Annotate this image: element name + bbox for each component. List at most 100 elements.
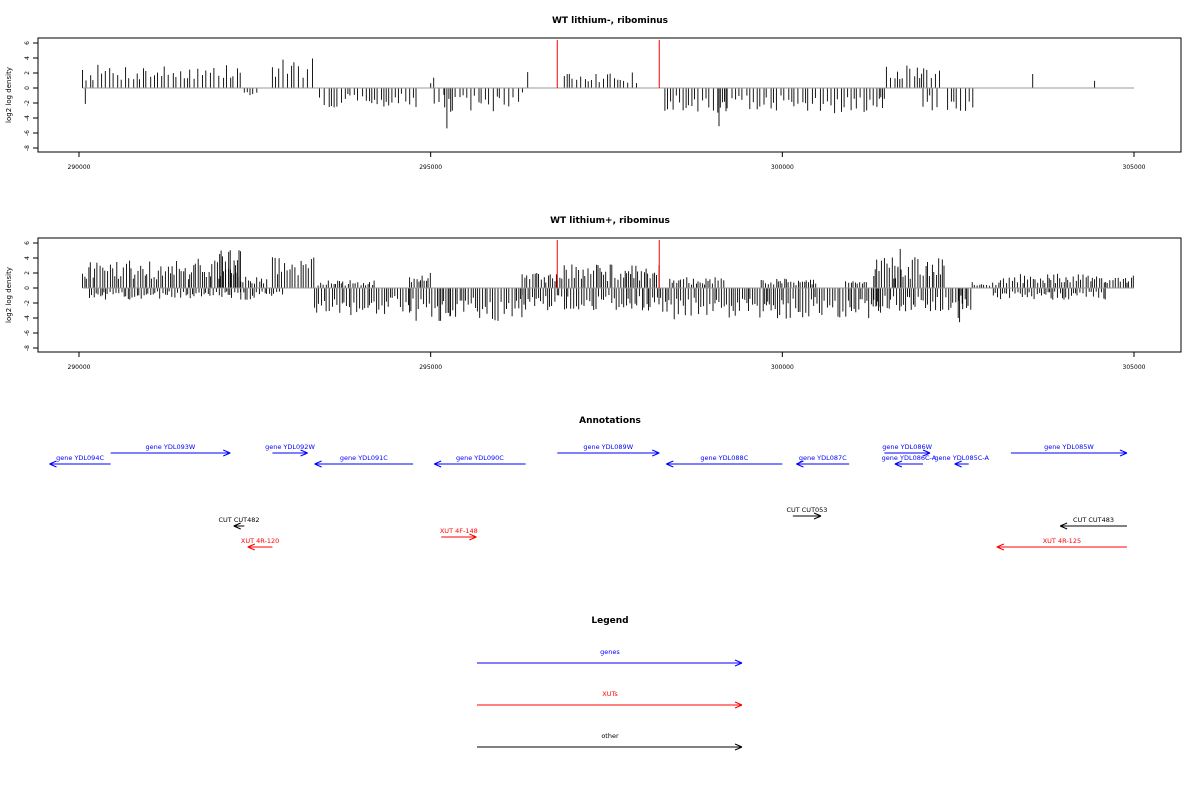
feature-arrow-head [223, 449, 231, 454]
annotation-feature: XUT 4R-120 [241, 537, 279, 551]
feature-arrow-head [922, 449, 931, 454]
y-tick-label: -6 [24, 130, 31, 136]
feature-arrow-head [996, 543, 1005, 548]
annotation-feature: gene YDL088C [666, 454, 783, 468]
y-tick-label: 2 [24, 71, 31, 75]
annotation-feature: XUT 4R-125 [996, 537, 1127, 551]
x-tick-label: 295000 [419, 364, 442, 371]
annotation-feature: gene YDL093W [110, 443, 231, 457]
legend-label: genes [600, 648, 620, 656]
feature-arrow-head [433, 463, 442, 468]
annotation-feature: gene YDL089W [557, 443, 660, 457]
feature-arrow-head [652, 452, 660, 457]
feature-arrow-head [996, 546, 1005, 551]
plot-frame [37, 37, 1182, 153]
x-tick-label: 305000 [1123, 164, 1146, 171]
feature-arrow-head [1059, 525, 1068, 530]
feature-label: XUT 4R-125 [1043, 537, 1081, 545]
panel-title: WT lithium-, ribominus [552, 16, 668, 26]
feature-arrow-head [796, 463, 804, 468]
feature-arrow-head [233, 525, 241, 530]
feature-arrow-head [666, 460, 674, 465]
feature-label: gene YDL090C [456, 454, 504, 462]
annotation-feature: gene YDL090C [433, 454, 526, 468]
feature-arrow-head [49, 460, 57, 465]
feature-arrow-head [954, 463, 962, 468]
x-tick-label: 300000 [771, 364, 794, 371]
legend-entry: XUTs [477, 690, 743, 709]
legend-arrow-head [734, 746, 743, 751]
x-tick-label: 290000 [68, 364, 91, 371]
x-tick-label: 290000 [68, 164, 91, 171]
y-tick-label: -4 [24, 315, 31, 321]
y-tick-label: 4 [24, 256, 31, 260]
y-tick-label: -8 [24, 145, 31, 151]
y-tick-label: 0 [24, 286, 31, 290]
feature-label: CUT CUT483 [1073, 516, 1114, 524]
annotation-features: gene YDL094C gene YDL093W gene YDL092W gene… [49, 443, 1128, 551]
feature-label: XUT 4R-120 [241, 537, 279, 545]
y-axis: 6 4 2 0 -2 -4 -6 -8 [24, 41, 39, 151]
feature-arrow-head [469, 536, 477, 541]
feature-arrow-head [1059, 522, 1068, 527]
feature-label: XUT 4F-148 [440, 527, 478, 535]
legend-arrow-head [734, 704, 743, 709]
feature-arrow-head [433, 460, 442, 465]
feature-label: gene YDL092W [265, 443, 315, 451]
density-bars [82, 248, 1134, 323]
annotations-title: Annotations [579, 416, 641, 426]
x-axis: 290000 295000 300000 305000 [68, 351, 1146, 371]
annotation-feature: CUT CUT053 [786, 506, 827, 520]
y-axis: 6 4 2 0 -2 -4 -6 -8 [24, 241, 39, 351]
y-tick-label: 0 [24, 86, 31, 90]
legend-arrow-head [734, 662, 743, 667]
feature-arrow-head [652, 449, 660, 454]
feature-label: gene YDL085C-A [934, 454, 989, 462]
y-axis-label: log2 log density [5, 267, 13, 323]
feature-label: gene YDL091C [340, 454, 388, 462]
legend-arrow-head [734, 743, 743, 748]
feature-arrow-head [247, 543, 255, 548]
x-tick-label: 305000 [1123, 364, 1146, 371]
marker-lines [556, 40, 660, 88]
feature-arrow-head [1119, 452, 1128, 457]
feature-arrow-head [49, 463, 57, 468]
feature-arrow-head [314, 463, 322, 468]
feature-arrow-head [666, 463, 674, 468]
feature-arrow-head [813, 512, 822, 517]
legend-label: other [601, 732, 619, 740]
annotation-feature: gene YDL091C [314, 454, 414, 468]
y-tick-label: 4 [24, 56, 31, 60]
feature-label: gene YDL089W [583, 443, 633, 451]
y-tick-label: -8 [24, 345, 31, 351]
feature-label: gene YDL094C [56, 454, 104, 462]
feature-label: CUT CUT053 [786, 506, 827, 514]
annotation-feature: gene YDL094C [49, 454, 111, 468]
annotation-feature: gene YDL085C-A [934, 454, 989, 468]
annotation-feature: XUT 4F-148 [440, 527, 478, 541]
annotation-feature: gene YDL086C-A [882, 454, 937, 468]
annotation-feature: gene YDL092W [265, 443, 315, 457]
feature-arrow-head [954, 460, 962, 465]
track-panel-lithium-minus: WT lithium-, ribominus log2 log density … [5, 16, 1182, 171]
feature-label: gene YDL085W [1044, 443, 1094, 451]
legend-entry: genes [477, 648, 743, 667]
annotation-feature: gene YDL086W [882, 443, 933, 457]
legend-arrow-head [734, 701, 743, 706]
feature-arrow-head [300, 452, 308, 457]
legend-title: Legend [591, 616, 628, 626]
feature-label: CUT CUT482 [219, 516, 260, 524]
legend-entries: genes XUTs other [477, 648, 743, 751]
feature-arrow-head [247, 546, 255, 551]
feature-arrow-head [1119, 449, 1128, 454]
feature-label: gene YDL087C [799, 454, 847, 462]
legend-arrow-head [734, 659, 743, 664]
legend-section: Legend genes XUTs other [477, 616, 743, 751]
y-tick-label: -6 [24, 330, 31, 336]
x-tick-label: 300000 [771, 164, 794, 171]
y-tick-label: 2 [24, 271, 31, 275]
feature-arrow-head [922, 452, 931, 457]
density-bars [82, 58, 1096, 129]
